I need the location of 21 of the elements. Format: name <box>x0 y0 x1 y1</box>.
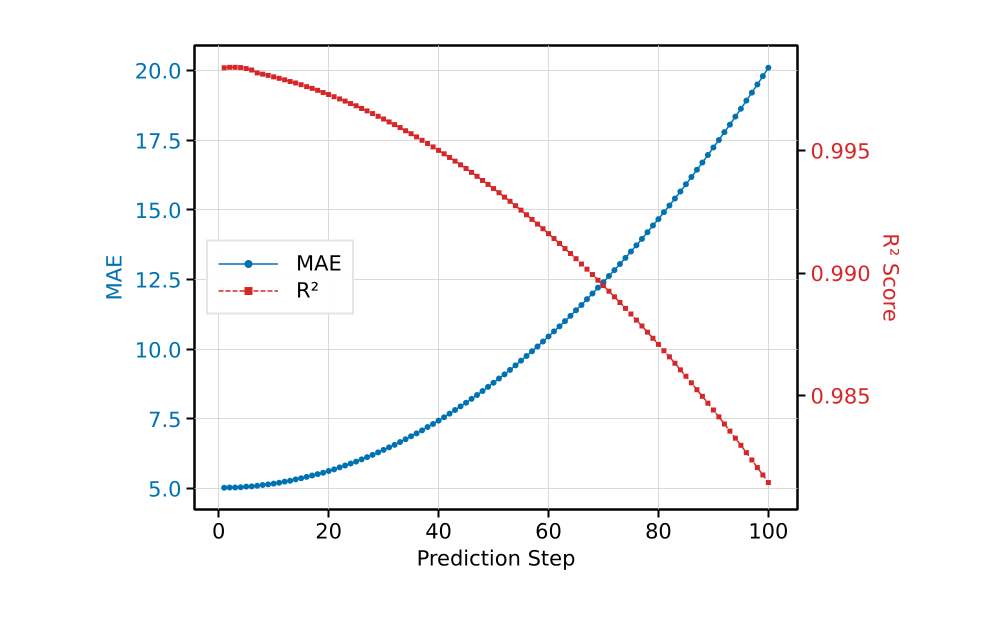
legend-label: R² <box>296 278 320 302</box>
x-tick-label: 80 <box>645 520 672 544</box>
y2-tick-label: 0.995 <box>810 140 871 164</box>
y2-tick-label: 0.990 <box>810 262 871 286</box>
y-tick-label: 5.0 <box>148 478 182 502</box>
x-tick-label: 0 <box>212 520 226 544</box>
y-tick-label: 12.5 <box>134 268 182 293</box>
y-tick-label: 20.0 <box>134 60 182 84</box>
y-axis-title: MAE <box>102 254 127 300</box>
y-tick-label: 7.5 <box>148 408 182 432</box>
legend-label: MAE <box>296 252 342 276</box>
x-tick-label: 20 <box>315 520 342 544</box>
x-tick-label: 60 <box>535 520 562 544</box>
x-tick-label: 100 <box>748 520 788 544</box>
x-tick-label: 40 <box>425 520 452 544</box>
y-tick-label: 10.0 <box>134 338 182 362</box>
x-axis-title: Prediction Step <box>416 546 576 570</box>
y2-axis-title: R² Score <box>878 233 903 322</box>
y2-tick-label: 0.985 <box>810 384 871 409</box>
y-tick-label: 15.0 <box>134 198 182 223</box>
y-tick-label: 17.5 <box>134 129 182 154</box>
